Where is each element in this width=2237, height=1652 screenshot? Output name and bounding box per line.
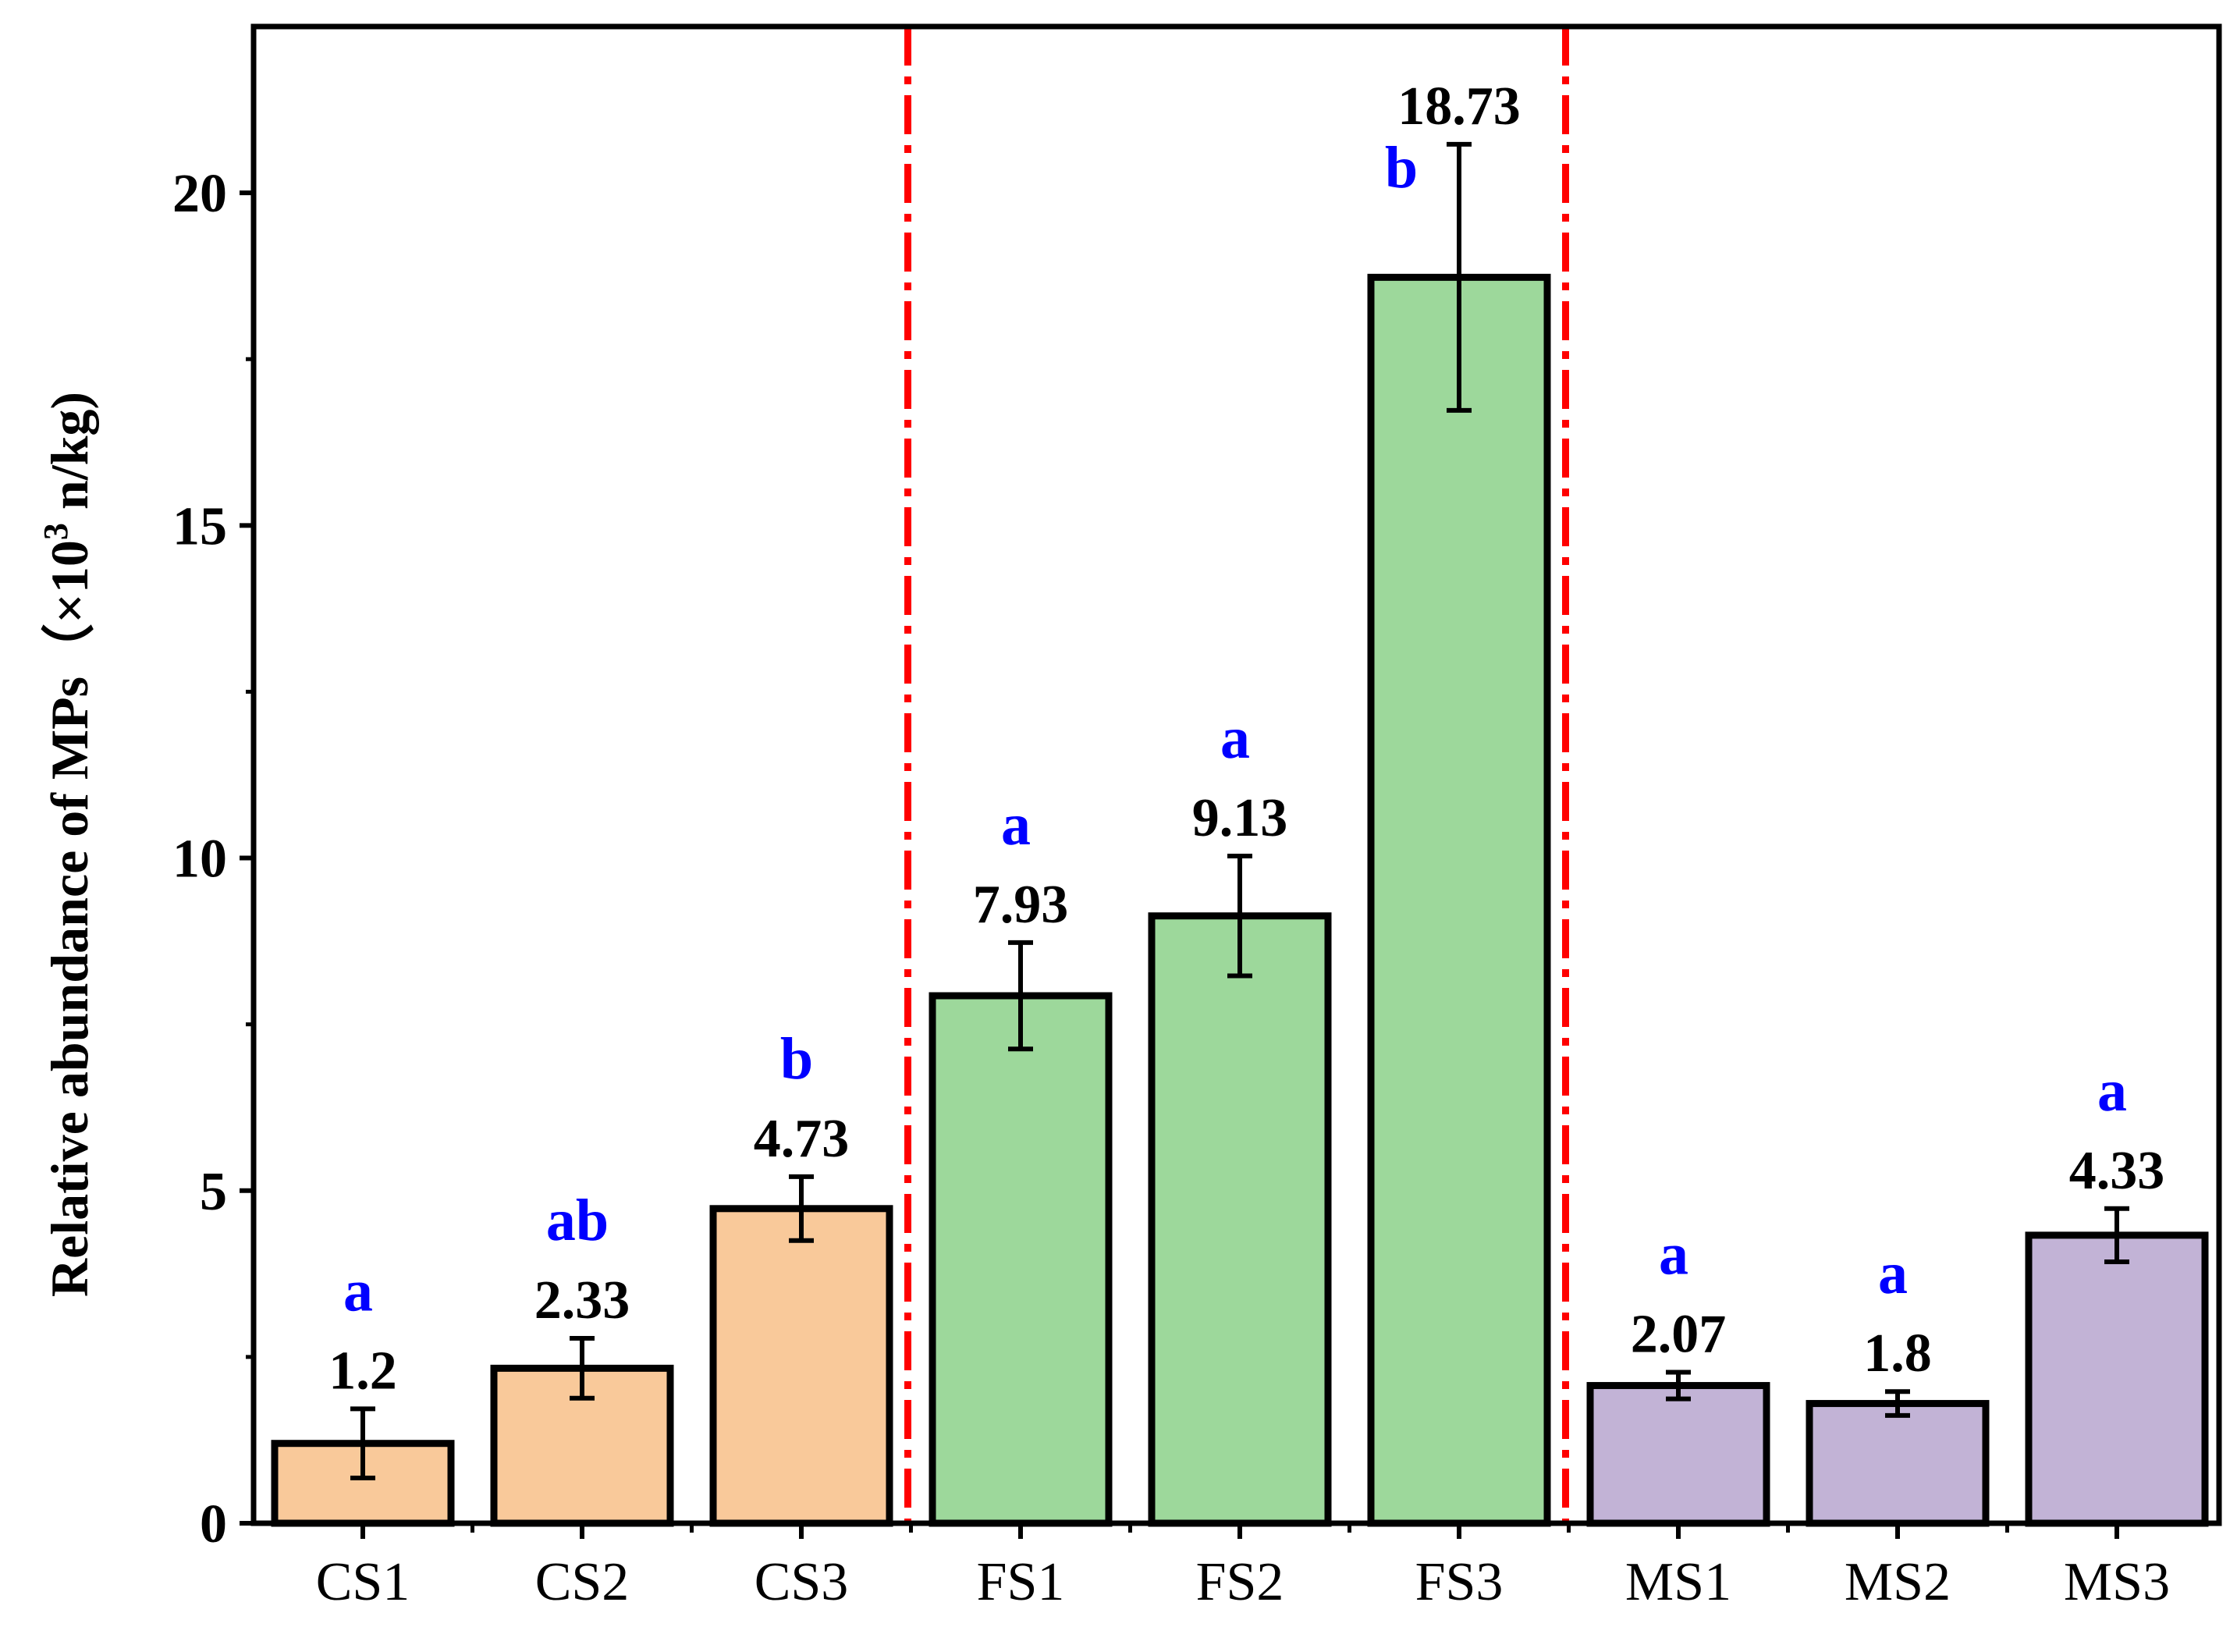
x-tick-label-MS2: MS2 (1845, 1552, 1951, 1612)
y-tick-label: 0 (200, 1494, 227, 1554)
bar-MS3 (2025, 1231, 2209, 1527)
bar-CS3 (709, 1205, 893, 1527)
value-label-CS3: 4.73 (754, 1109, 850, 1169)
value-label-CS1: 1.2 (328, 1341, 397, 1401)
group-separators (904, 27, 1569, 1523)
significance-label-FS3: b (1385, 135, 1418, 201)
x-tick-label-MS1: MS1 (1625, 1552, 1731, 1612)
x-tick-label-FS2: FS2 (1196, 1552, 1284, 1612)
bar-FS1 (929, 992, 1113, 1527)
x-axis: CS1 CS2 CS3 FS1 FS2 FS3 MS1 MS2 MS3 (316, 1523, 2170, 1612)
bars-layer (271, 273, 2209, 1527)
significance-label-FS2: a (1220, 705, 1250, 771)
significance-label-MS2: a (1878, 1241, 1908, 1306)
significance-label-FS1: a (1001, 792, 1031, 858)
value-label-MS3: 4.33 (2069, 1141, 2165, 1201)
y-axis-title-suffix: n/kg) (40, 392, 99, 523)
value-label-MS2: 1.8 (1863, 1323, 1932, 1384)
value-label-FS2: 9.13 (1192, 788, 1288, 848)
value-label-CS2: 2.33 (534, 1270, 630, 1330)
value-label-MS1: 2.07 (1631, 1304, 1727, 1364)
x-tick-label-FS3: FS3 (1415, 1552, 1504, 1612)
value-label-FS1: 7.93 (973, 875, 1069, 935)
y-axis-title-main: Relative abundance of MPs（×10 (40, 540, 99, 1297)
y-axis-title-superscript: 3 (37, 523, 75, 540)
y-tick-label: 20 (172, 164, 227, 224)
x-tick-label-FS1: FS1 (977, 1552, 1065, 1612)
value-label-FS3: 18.73 (1397, 76, 1521, 137)
plot-frame (250, 23, 2222, 1526)
significance-label-MS3: a (2097, 1058, 2127, 1124)
x-tick-label-CS3: CS3 (755, 1552, 849, 1612)
x-tick-label-CS2: CS2 (535, 1552, 630, 1612)
bar-FS2 (1148, 912, 1332, 1527)
y-axis-title: Relative abundance of MPs（×103 n/kg) (37, 392, 99, 1297)
x-tick-label-CS1: CS1 (316, 1552, 410, 1612)
significance-label-CS2: ab (546, 1188, 609, 1253)
y-tick-label: 5 (200, 1162, 227, 1222)
significance-label-CS3: b (780, 1026, 813, 1092)
y-tick-label: 15 (172, 496, 227, 556)
y-axis: 0 5 10 15 20 (172, 164, 254, 1554)
error-bars-layer (350, 141, 2129, 1481)
significance-label-MS1: a (1659, 1221, 1688, 1287)
significance-label-CS1: a (343, 1258, 373, 1323)
y-tick-label: 10 (172, 830, 227, 890)
x-tick-label-MS3: MS3 (2064, 1552, 2170, 1612)
bar-MS1 (1586, 1382, 1770, 1527)
bar-FS3 (1367, 273, 1551, 1527)
bar-MS2 (1806, 1400, 1990, 1527)
